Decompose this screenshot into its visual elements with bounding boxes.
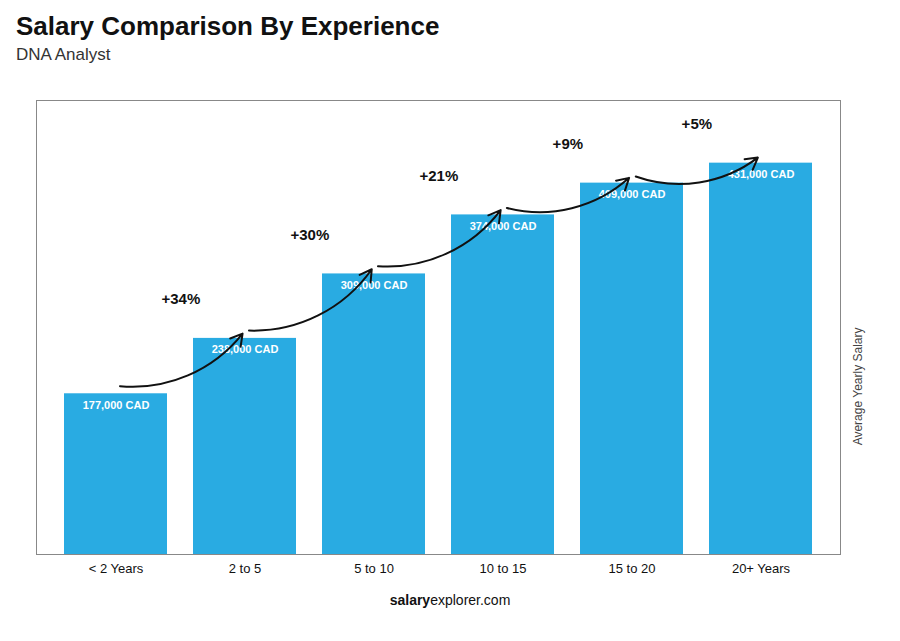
svg-text:5 to 10: 5 to 10 [354,561,394,576]
svg-text:20+ Years: 20+ Years [732,561,791,576]
svg-text:2 to 5: 2 to 5 [229,561,262,576]
html-text:Salary Comparison By Experienc: Salary Comparison By Experience [16,11,440,41]
svg-text:10 to 15: 10 to 15 [480,561,527,576]
svg-text:238,000 CAD: 238,000 CAD [212,343,279,355]
svg-text:< 2 Years: < 2 Years [89,561,144,576]
html-text:DNA Analyst: DNA Analyst [16,45,111,64]
svg-text:431,000 CAD: 431,000 CAD [727,168,795,180]
svg-text:+5%: +5% [682,115,712,132]
svg-text:374,000 CAD: 374,000 CAD [470,220,537,232]
svg-text:+34%: +34% [161,290,200,307]
svg-text:177,000 CAD: 177,000 CAD [83,399,150,411]
svg-text:+30%: +30% [290,226,329,243]
svg-text:309,000 CAD: 309,000 CAD [341,279,408,291]
svg-text:15 to 20: 15 to 20 [609,561,656,576]
svg-text:409,000 CAD: 409,000 CAD [598,187,666,200]
svg-text:+9%: +9% [553,135,583,152]
html-text:salary explorer.com: salary explorer.com [389,592,511,608]
svg-text:+21%: +21% [419,167,458,184]
svg-text:Average Yearly Salary: Average Yearly Salary [851,328,865,446]
